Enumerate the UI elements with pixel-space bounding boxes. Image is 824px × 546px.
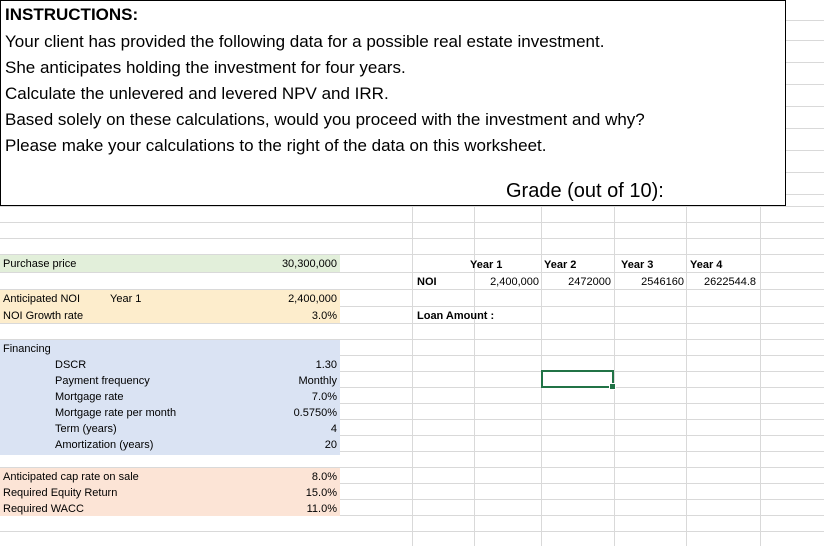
instruction-line: Calculate the unlevered and levered NPV … <box>5 84 389 103</box>
instructions-title: INSTRUCTIONS: <box>5 5 139 24</box>
purchase-price-band <box>0 255 340 272</box>
equity-return-label: Required Equity Return <box>3 487 118 499</box>
dscr-label: DSCR <box>55 359 87 371</box>
instructions-box: INSTRUCTIONS: Your client has provided t… <box>0 0 786 206</box>
noi-growth-value[interactable]: 3.0% <box>311 310 337 322</box>
mortgage-rate-value[interactable]: 7.0% <box>311 391 337 403</box>
term-label: Term (years) <box>55 423 117 435</box>
equity-return-value[interactable]: 15.0% <box>305 487 337 499</box>
noi-year-1-value[interactable]: 2,400,000 <box>490 276 539 288</box>
instruction-line: Based solely on these calculations, woul… <box>5 110 645 129</box>
wacc-label: Required WACC <box>3 503 84 515</box>
cap-rate-label: Anticipated cap rate on sale <box>3 471 139 483</box>
year-4-header: Year 4 <box>690 259 723 271</box>
year-1-header: Year 1 <box>470 259 503 271</box>
noi-band <box>0 290 340 323</box>
noi-year-4-value[interactable]: 2622544.8 <box>704 276 756 288</box>
instruction-line: Please make your calculations to the rig… <box>5 136 547 155</box>
term-value[interactable]: 4 <box>330 423 337 435</box>
amortization-value[interactable]: 20 <box>324 439 337 451</box>
mortgage-rate-month-label: Mortgage rate per month <box>55 407 177 419</box>
noi-label: Anticipated NOI <box>3 293 81 305</box>
grade-label: Grade (out of 10): <box>506 180 664 202</box>
payment-frequency-label: Payment frequency <box>55 375 150 387</box>
noi-year-label: Year 1 <box>110 293 142 305</box>
instruction-line: She anticipates holding the investment f… <box>5 58 406 77</box>
mortgage-rate-month-value[interactable]: 0.5750% <box>293 407 337 419</box>
noi-year-2-value[interactable]: 2472000 <box>568 276 611 288</box>
loan-amount-label: Loan Amount : <box>417 310 495 322</box>
payment-frequency-value[interactable]: Monthly <box>298 375 337 387</box>
amortization-label: Amortization (years) <box>55 439 154 451</box>
noi-growth-label: NOI Growth rate <box>3 310 84 322</box>
noi-value[interactable]: 2,400,000 <box>288 293 337 305</box>
purchase-price-value[interactable]: 30,300,000 <box>281 258 337 270</box>
noi-year-3-value[interactable]: 2546160 <box>641 276 684 288</box>
noi-row-label: NOI <box>417 276 437 288</box>
year-3-header: Year 3 <box>621 259 654 271</box>
financing-band <box>0 340 340 455</box>
purchase-price-label: Purchase price <box>3 258 77 270</box>
fill-handle[interactable] <box>609 383 616 390</box>
cap-rate-value[interactable]: 8.0% <box>311 471 337 483</box>
year-2-header: Year 2 <box>544 259 577 271</box>
mortgage-rate-label: Mortgage rate <box>55 391 124 403</box>
financing-label: Financing <box>3 343 51 355</box>
wacc-value[interactable]: 11.0% <box>306 503 337 515</box>
dscr-value[interactable]: 1.30 <box>315 359 337 371</box>
selected-cell[interactable] <box>541 370 616 390</box>
assumptions-band <box>0 468 340 516</box>
instruction-line: Your client has provided the following d… <box>5 32 605 51</box>
